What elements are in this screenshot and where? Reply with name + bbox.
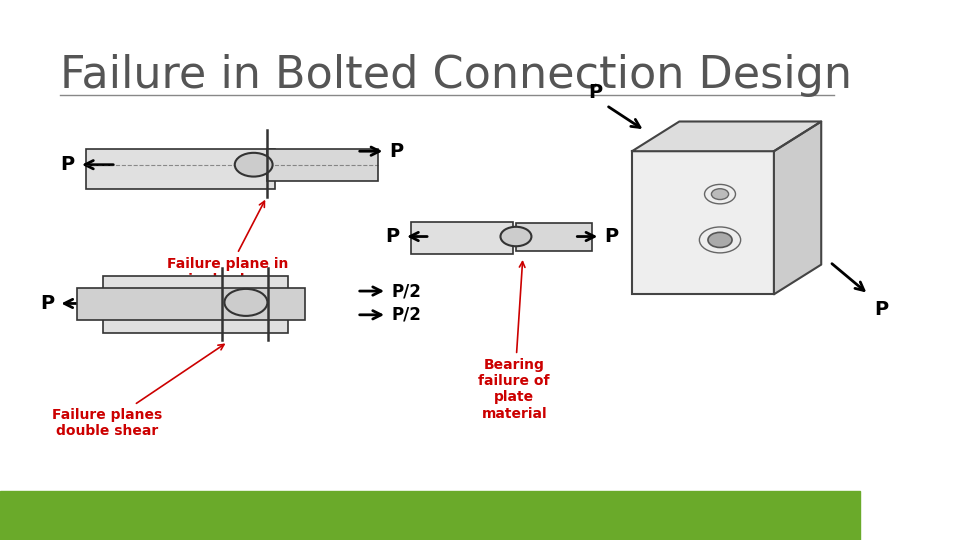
- Circle shape: [711, 188, 729, 199]
- Text: Failure planes
double shear: Failure planes double shear: [53, 345, 224, 438]
- Circle shape: [500, 227, 532, 246]
- Text: P: P: [605, 227, 618, 246]
- Text: P/2: P/2: [392, 306, 421, 324]
- Circle shape: [708, 232, 732, 247]
- Bar: [86, 148, 276, 189]
- Bar: [103, 276, 288, 302]
- Text: P/2: P/2: [392, 282, 421, 300]
- Bar: [0, 491, 860, 540]
- Text: P: P: [386, 227, 400, 246]
- Circle shape: [235, 153, 273, 177]
- Text: P: P: [40, 294, 54, 313]
- Text: P: P: [588, 83, 602, 102]
- Circle shape: [225, 289, 268, 316]
- Text: P: P: [875, 300, 889, 319]
- Text: Failure in Bolted Connection Design: Failure in Bolted Connection Design: [60, 54, 852, 97]
- Bar: [516, 223, 591, 251]
- Polygon shape: [632, 122, 821, 151]
- Bar: [411, 222, 513, 254]
- Text: Failure plane in
single shear: Failure plane in single shear: [167, 201, 289, 287]
- Bar: [103, 307, 288, 333]
- Bar: [267, 148, 378, 181]
- Text: P: P: [390, 141, 403, 161]
- Text: P: P: [60, 155, 75, 174]
- Polygon shape: [774, 122, 821, 294]
- Bar: [78, 288, 305, 320]
- Text: Bearing
failure of
plate
material: Bearing failure of plate material: [478, 262, 550, 421]
- Bar: [632, 151, 774, 294]
